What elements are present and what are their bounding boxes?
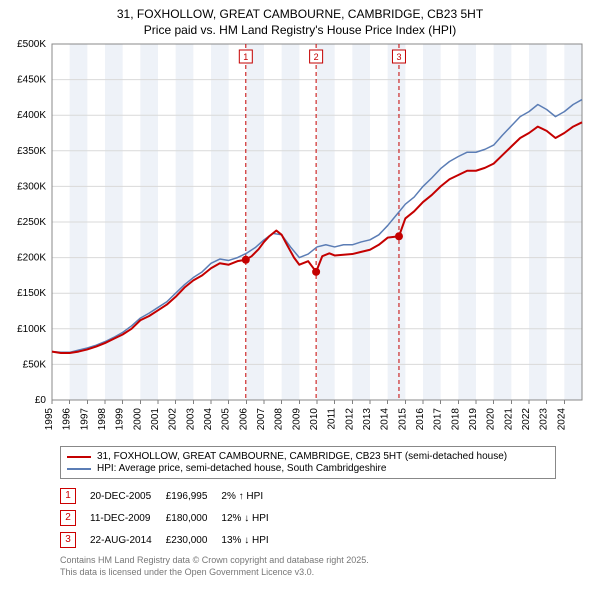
svg-text:£350K: £350K bbox=[17, 146, 46, 157]
svg-text:1999: 1999 bbox=[115, 408, 126, 431]
svg-text:2007: 2007 bbox=[256, 408, 267, 431]
svg-text:2012: 2012 bbox=[344, 408, 355, 431]
legend-label: HPI: Average price, semi-detached house,… bbox=[97, 463, 386, 474]
svg-text:2001: 2001 bbox=[150, 408, 161, 431]
svg-text:2014: 2014 bbox=[380, 408, 391, 431]
svg-text:2006: 2006 bbox=[238, 408, 249, 431]
transactions-table: 120-DEC-2005£196,9952% ↑ HPI211-DEC-2009… bbox=[60, 485, 283, 551]
svg-text:1996: 1996 bbox=[62, 408, 73, 431]
svg-text:2003: 2003 bbox=[185, 408, 196, 431]
svg-text:£0: £0 bbox=[35, 395, 47, 406]
tx-num: 1 bbox=[60, 485, 90, 507]
tx-date: 20-DEC-2005 bbox=[90, 485, 166, 507]
svg-text:2022: 2022 bbox=[521, 408, 532, 431]
svg-text:2005: 2005 bbox=[221, 408, 232, 431]
svg-text:3: 3 bbox=[396, 52, 401, 62]
svg-text:2011: 2011 bbox=[327, 408, 338, 430]
svg-text:2015: 2015 bbox=[397, 408, 408, 431]
svg-text:2021: 2021 bbox=[503, 408, 514, 431]
legend-row: 31, FOXHOLLOW, GREAT CAMBOURNE, CAMBRIDG… bbox=[67, 451, 549, 462]
svg-text:2019: 2019 bbox=[468, 408, 479, 431]
transaction-row: 120-DEC-2005£196,9952% ↑ HPI bbox=[60, 485, 283, 507]
svg-text:£150K: £150K bbox=[17, 289, 46, 300]
svg-text:£400K: £400K bbox=[17, 111, 46, 122]
price-chart: £0 £50K £100K £150K £200K £250K £300K £350K £400… bbox=[0, 40, 600, 440]
tx-delta: 13% ↓ HPI bbox=[221, 529, 282, 551]
transaction-row: 211-DEC-2009£180,00012% ↓ HPI bbox=[60, 507, 283, 529]
svg-text:2: 2 bbox=[314, 52, 319, 62]
svg-text:£300K: £300K bbox=[17, 182, 46, 193]
svg-text:£500K: £500K bbox=[17, 40, 46, 50]
chart-title: 31, FOXHOLLOW, GREAT CAMBOURNE, CAMBRIDG… bbox=[0, 0, 600, 40]
legend-label: 31, FOXHOLLOW, GREAT CAMBOURNE, CAMBRIDG… bbox=[97, 451, 507, 462]
footer-line2: This data is licensed under the Open Gov… bbox=[60, 567, 314, 577]
svg-text:2010: 2010 bbox=[309, 408, 320, 431]
legend: 31, FOXHOLLOW, GREAT CAMBOURNE, CAMBRIDG… bbox=[60, 446, 556, 479]
svg-text:1998: 1998 bbox=[97, 408, 108, 431]
legend-swatch bbox=[67, 456, 91, 458]
svg-text:2020: 2020 bbox=[486, 408, 497, 431]
tx-price: £230,000 bbox=[166, 529, 222, 551]
tx-price: £196,995 bbox=[166, 485, 222, 507]
svg-text:2008: 2008 bbox=[274, 408, 285, 431]
svg-text:1: 1 bbox=[243, 52, 248, 62]
svg-text:£450K: £450K bbox=[17, 75, 46, 86]
tx-delta: 12% ↓ HPI bbox=[221, 507, 282, 529]
title-line2: Price paid vs. HM Land Registry's House … bbox=[144, 23, 456, 37]
svg-text:2017: 2017 bbox=[433, 408, 444, 431]
svg-text:2024: 2024 bbox=[556, 408, 567, 431]
tx-delta: 2% ↑ HPI bbox=[221, 485, 282, 507]
svg-text:1995: 1995 bbox=[44, 408, 55, 431]
svg-text:2013: 2013 bbox=[362, 408, 373, 431]
svg-text:2009: 2009 bbox=[291, 408, 302, 431]
tx-date: 22-AUG-2014 bbox=[90, 529, 166, 551]
svg-text:2002: 2002 bbox=[168, 408, 179, 431]
svg-text:£250K: £250K bbox=[17, 217, 46, 228]
legend-swatch bbox=[67, 468, 91, 470]
footer-attribution: Contains HM Land Registry data © Crown c… bbox=[60, 555, 556, 578]
svg-text:2016: 2016 bbox=[415, 408, 426, 431]
svg-text:£100K: £100K bbox=[17, 324, 46, 335]
svg-text:2023: 2023 bbox=[539, 408, 550, 431]
svg-text:£200K: £200K bbox=[17, 253, 46, 264]
title-line1: 31, FOXHOLLOW, GREAT CAMBOURNE, CAMBRIDG… bbox=[117, 7, 483, 21]
chart-svg: £0 £50K £100K £150K £200K £250K £300K £350K £400… bbox=[0, 40, 600, 440]
footer-line1: Contains HM Land Registry data © Crown c… bbox=[60, 555, 369, 565]
svg-text:2000: 2000 bbox=[132, 408, 143, 431]
transaction-row: 322-AUG-2014£230,00013% ↓ HPI bbox=[60, 529, 283, 551]
tx-date: 11-DEC-2009 bbox=[90, 507, 166, 529]
legend-row: HPI: Average price, semi-detached house,… bbox=[67, 463, 549, 474]
svg-text:£50K: £50K bbox=[23, 360, 47, 371]
tx-price: £180,000 bbox=[166, 507, 222, 529]
svg-text:2004: 2004 bbox=[203, 408, 214, 431]
tx-num: 2 bbox=[60, 507, 90, 529]
tx-num: 3 bbox=[60, 529, 90, 551]
svg-text:2018: 2018 bbox=[450, 408, 461, 431]
svg-text:1997: 1997 bbox=[79, 408, 90, 431]
